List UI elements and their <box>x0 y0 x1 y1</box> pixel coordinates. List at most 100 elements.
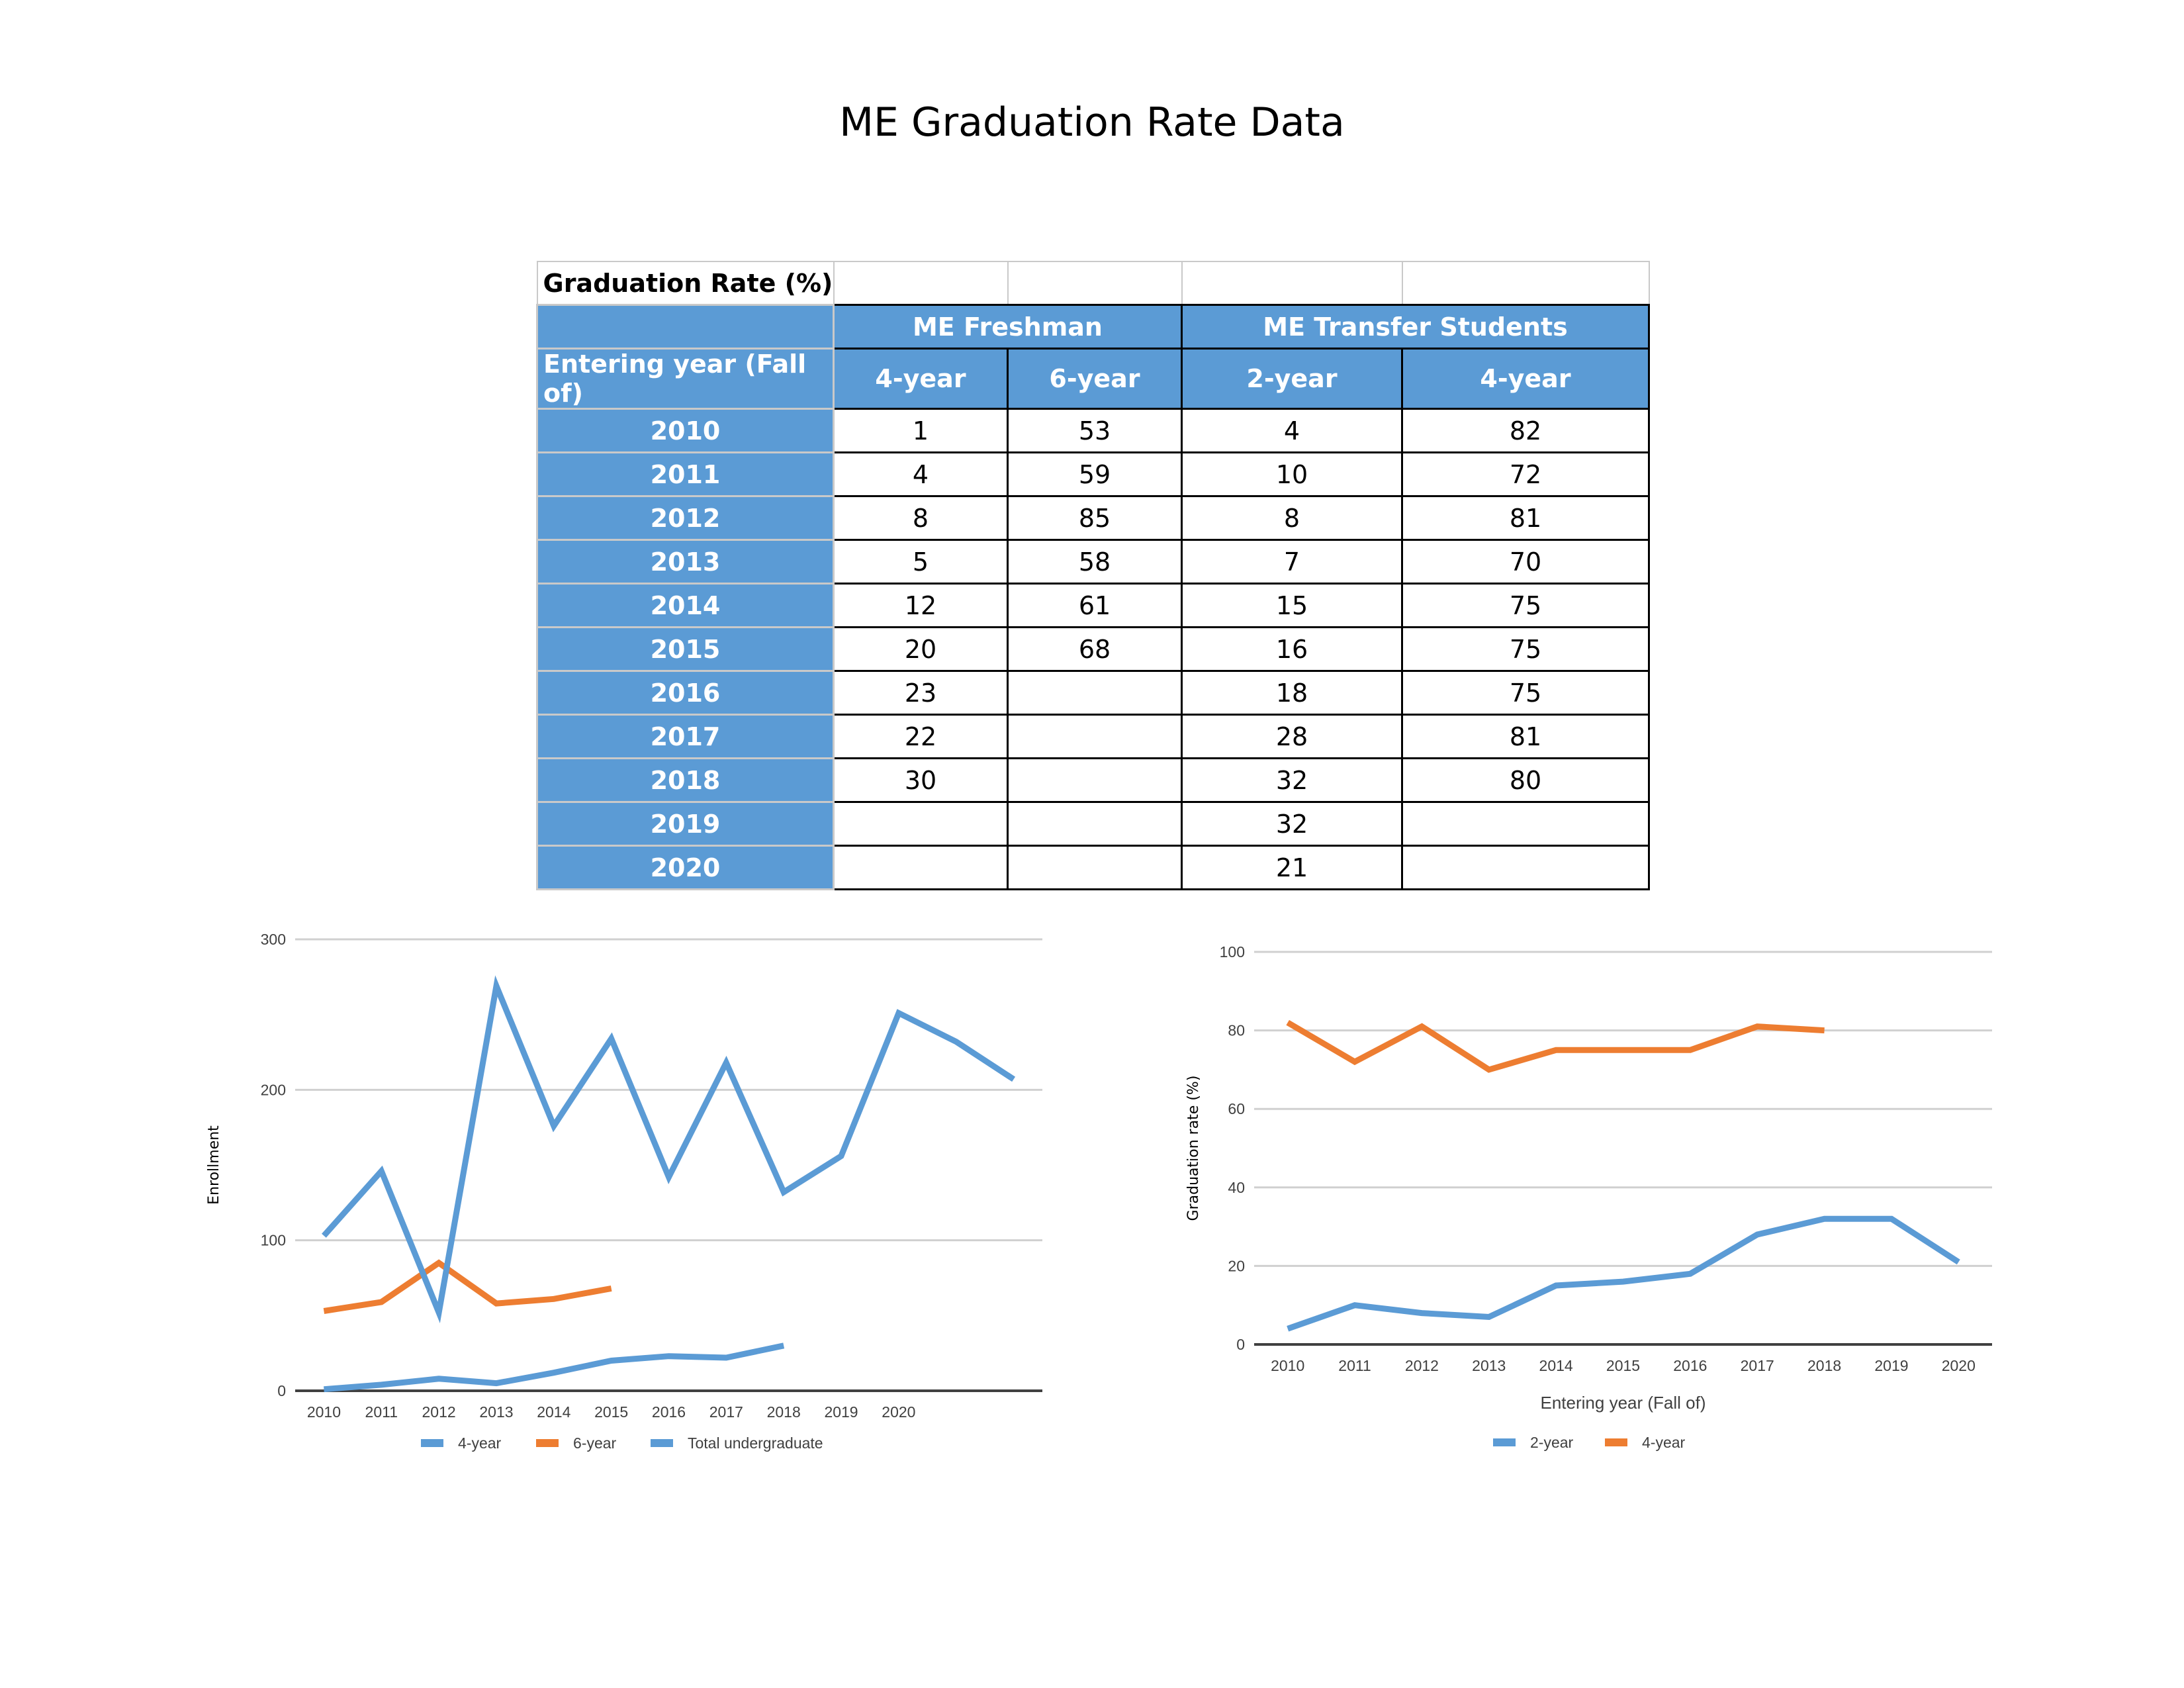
table-cell: 75 <box>1401 626 1650 672</box>
table-row: 2013 5 58 7 70 <box>536 539 1650 585</box>
table-cell: 5 <box>833 539 1009 585</box>
y-axis-label: Enrollment <box>206 1125 222 1205</box>
table-cell: 72 <box>1401 451 1650 497</box>
row-year-cell: 2012 <box>536 495 835 541</box>
table-cell: 21 <box>1181 845 1403 890</box>
x-tick-label: 2016 <box>1673 1357 1707 1374</box>
table-row: 2015 20 68 16 75 <box>536 626 1650 672</box>
row-year-cell: 2019 <box>536 801 835 847</box>
table-cell: 59 <box>1007 451 1183 497</box>
table-cell <box>833 845 1009 890</box>
legend-label: 6-year <box>573 1434 617 1452</box>
row-year-cell: 2016 <box>536 670 835 716</box>
table-cell: 81 <box>1401 714 1650 759</box>
table-cell: 80 <box>1401 757 1650 803</box>
x-tick-label: 2011 <box>1338 1357 1371 1374</box>
x-tick-label: 2010 <box>1271 1357 1304 1374</box>
table-cell <box>1007 757 1183 803</box>
y-tick-label: 20 <box>1228 1257 1245 1274</box>
table-cell: 75 <box>1401 583 1650 628</box>
y-tick-label: 200 <box>261 1081 286 1098</box>
table-cell <box>833 801 1009 847</box>
x-tick-label: 2011 <box>365 1403 398 1421</box>
x-tick-label: 2020 <box>882 1403 915 1421</box>
legend-swatch <box>421 1439 443 1447</box>
table-cell <box>1007 845 1183 890</box>
y-tick-label: 300 <box>261 931 286 948</box>
sub-header: 4-year <box>1401 348 1650 410</box>
y-tick-label: 0 <box>277 1382 286 1399</box>
y-tick-label: 40 <box>1228 1179 1245 1196</box>
table-caption-row: Graduation Rate (%) <box>536 261 1650 306</box>
y-axis-label: Graduation rate (%) <box>1185 1076 1202 1221</box>
row-year-cell: 2013 <box>536 539 835 585</box>
table-cell <box>1007 714 1183 759</box>
table-cell: 32 <box>1181 757 1403 803</box>
x-tick-label: 2013 <box>479 1403 513 1421</box>
table-row: 2016 23 18 75 <box>536 670 1650 716</box>
table-cell: 30 <box>833 757 1009 803</box>
group-header-row: ME Freshman ME Transfer Students <box>536 304 1650 350</box>
table-cell: 70 <box>1401 539 1650 585</box>
x-tick-label: 2013 <box>1472 1357 1506 1374</box>
series-line-2-year <box>1287 1215 1960 1332</box>
table-cell: 61 <box>1007 583 1183 628</box>
table-cell: 58 <box>1007 539 1183 585</box>
table-cell: 8 <box>1181 495 1403 541</box>
table-cell: 82 <box>1401 408 1650 453</box>
y-tick-label: 100 <box>261 1232 286 1249</box>
table-cell <box>1401 801 1650 847</box>
legend-swatch <box>1493 1438 1516 1446</box>
table-cell: 20 <box>833 626 1009 672</box>
legend-label: 4-year <box>458 1434 502 1452</box>
y-tick-label: 100 <box>1220 943 1245 961</box>
row-year-cell: 2011 <box>536 451 835 497</box>
row-year-cell: 2015 <box>536 626 835 672</box>
row-year-cell: 2017 <box>536 714 835 759</box>
table-cell: 8 <box>833 495 1009 541</box>
sub-header: 4-year <box>833 348 1009 410</box>
sub-header-row: Entering year (Fall of) 4-year 6-year 2-… <box>536 348 1650 410</box>
x-tick-label: 2016 <box>652 1403 686 1421</box>
graduation-rate-table: Graduation Rate (%) ME Freshman ME Trans… <box>536 261 1650 890</box>
table-cell: 75 <box>1401 670 1650 716</box>
table-row: 2020 21 <box>536 845 1650 890</box>
table-cell: 4 <box>833 451 1009 497</box>
y-tick-label: 80 <box>1228 1022 1245 1039</box>
group-header-freshman: ME Freshman <box>833 304 1183 350</box>
x-tick-label: 2017 <box>1741 1357 1774 1374</box>
table-cell: 18 <box>1181 670 1403 716</box>
x-tick-label: 2019 <box>1874 1357 1908 1374</box>
table-row: 2012 8 85 8 81 <box>536 495 1650 541</box>
legend-label: 2-year <box>1530 1434 1574 1451</box>
y-tick-label: 60 <box>1228 1100 1245 1117</box>
x-tick-label: 2018 <box>767 1403 801 1421</box>
table-cell: 53 <box>1007 408 1183 453</box>
x-tick-label: 2012 <box>422 1403 456 1421</box>
table-cell: 22 <box>833 714 1009 759</box>
x-tick-label: 2012 <box>1405 1357 1439 1374</box>
x-tick-label: 2010 <box>307 1403 341 1421</box>
x-axis-label: Entering year (Fall of) <box>1541 1393 1706 1413</box>
table-row: 2018 30 32 80 <box>536 757 1650 803</box>
table-cell <box>1007 801 1183 847</box>
table-cell: 81 <box>1401 495 1650 541</box>
legend-swatch <box>536 1439 559 1447</box>
table-row: 2010 1 53 4 82 <box>536 408 1650 453</box>
x-tick-label: 2020 <box>1942 1357 1976 1374</box>
table-cell: 68 <box>1007 626 1183 672</box>
table-cell: 12 <box>833 583 1009 628</box>
y-tick-label: 0 <box>1236 1336 1245 1353</box>
table-row: 2019 32 <box>536 801 1650 847</box>
series-line-6-year <box>323 1259 612 1314</box>
page-title: ME Graduation Rate Data <box>839 99 1345 146</box>
group-header-transfer: ME Transfer Students <box>1181 304 1650 350</box>
legend-swatch <box>651 1439 673 1447</box>
table-cell: 28 <box>1181 714 1403 759</box>
x-tick-label: 2014 <box>1539 1357 1573 1374</box>
table-cell <box>1401 845 1650 890</box>
table-row: 2014 12 61 15 75 <box>536 583 1650 628</box>
table-cell: 32 <box>1181 801 1403 847</box>
x-tick-label: 2019 <box>824 1403 858 1421</box>
